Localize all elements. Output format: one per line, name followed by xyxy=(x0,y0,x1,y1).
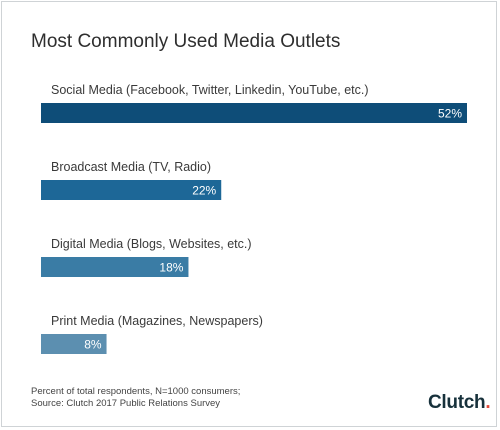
clutch-logo-text: Clutch xyxy=(428,392,486,413)
category-label: Print Media (Magazines, Newspapers) xyxy=(51,314,263,328)
value-label: 52% xyxy=(438,107,462,121)
clutch-logo-dot: . xyxy=(485,392,491,413)
category-label: Broadcast Media (TV, Radio) xyxy=(51,160,211,174)
footnote-source: Source: Clutch 2017 Public Relations Sur… xyxy=(31,398,221,409)
footnote-respondents: Percent of total respondents, N=1000 con… xyxy=(31,386,241,397)
bar xyxy=(41,334,107,354)
bar xyxy=(41,180,222,200)
category-label: Social Media (Facebook, Twitter, Linkedi… xyxy=(51,83,369,97)
chart-title: Most Commonly Used Media Outlets xyxy=(31,31,341,52)
chart-footnote: Percent of total respondents, N=1000 con… xyxy=(31,386,240,410)
value-label: 22% xyxy=(192,184,216,198)
clutch-logo: Clutch. xyxy=(428,392,491,414)
bar xyxy=(41,257,189,277)
bar xyxy=(41,103,467,123)
category-label: Digital Media (Blogs, Websites, etc.) xyxy=(51,237,252,251)
value-label: 8% xyxy=(84,338,102,352)
value-label: 18% xyxy=(159,261,183,275)
